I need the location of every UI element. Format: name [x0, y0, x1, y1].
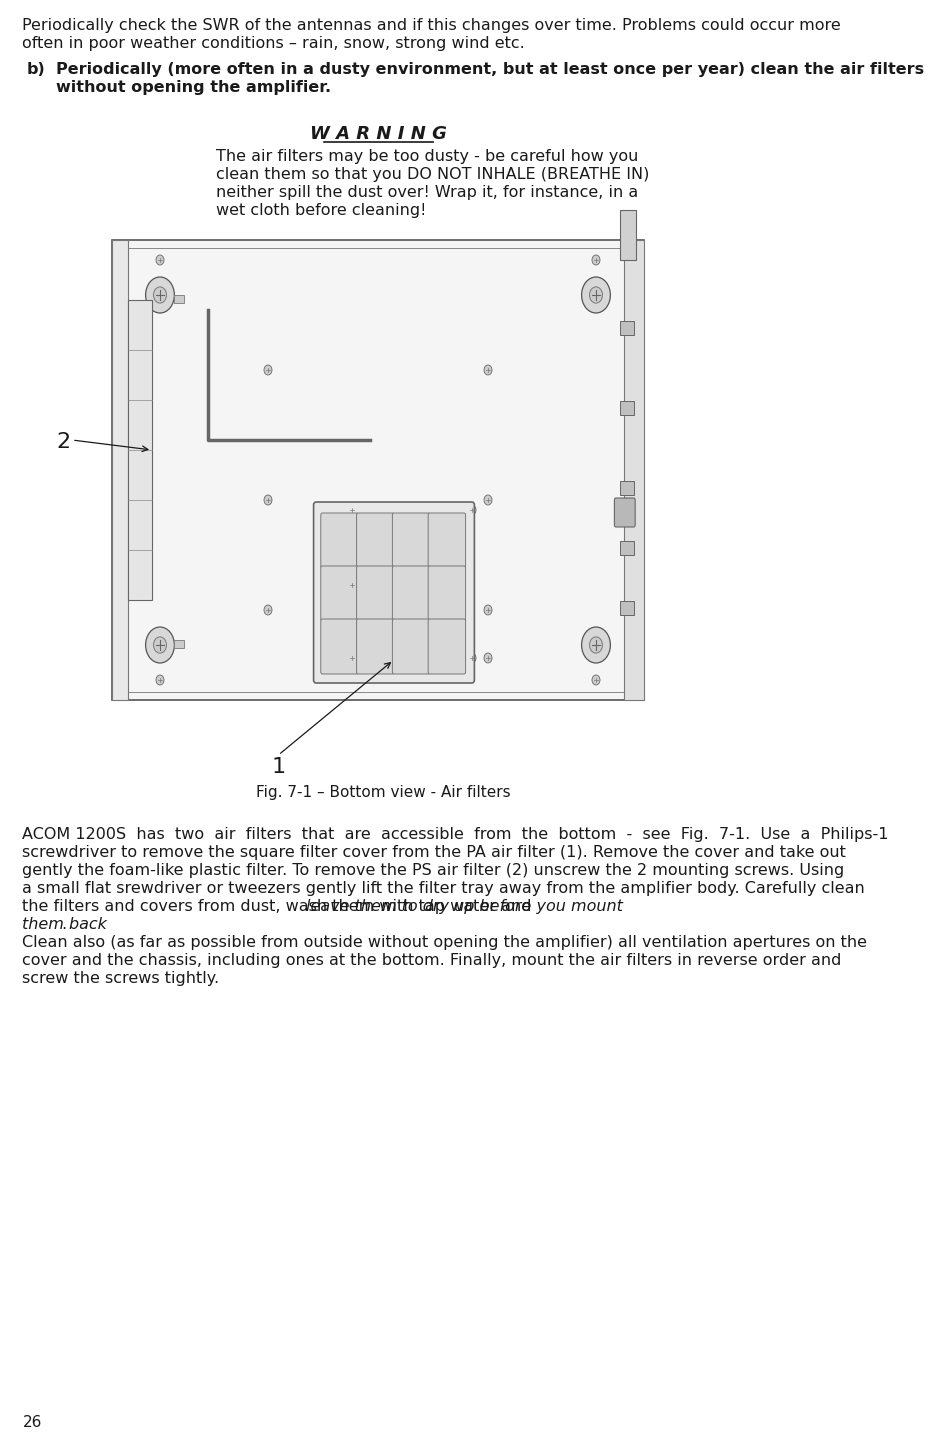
- Text: W A R N I N G: W A R N I N G: [310, 125, 447, 144]
- Text: Periodically check the SWR of the antennas and if this changes over time. Proble: Periodically check the SWR of the antenn…: [23, 17, 841, 33]
- Circle shape: [153, 637, 166, 652]
- Circle shape: [582, 277, 610, 313]
- FancyBboxPatch shape: [321, 619, 359, 674]
- FancyBboxPatch shape: [321, 566, 359, 621]
- Circle shape: [484, 494, 492, 505]
- Bar: [118, 248, 638, 692]
- FancyBboxPatch shape: [614, 497, 635, 526]
- Circle shape: [153, 287, 166, 303]
- Text: screwdriver to remove the square filter cover from the PA air filter (1). Remove: screwdriver to remove the square filter …: [23, 845, 847, 860]
- Text: without opening the amplifier.: without opening the amplifier.: [56, 80, 331, 96]
- Text: Periodically (more often in a dusty environment, but at least once per year) cle: Periodically (more often in a dusty envi…: [56, 62, 924, 77]
- Text: .: .: [61, 916, 66, 932]
- Text: clean them so that you DO NOT INHALE (BREATHE IN): clean them so that you DO NOT INHALE (BR…: [216, 167, 649, 183]
- Text: 2: 2: [56, 432, 70, 452]
- Bar: [174, 639, 184, 648]
- Text: b): b): [26, 62, 45, 77]
- Text: 1: 1: [272, 757, 286, 777]
- Circle shape: [589, 287, 603, 303]
- FancyBboxPatch shape: [321, 513, 359, 568]
- Text: wet cloth before cleaning!: wet cloth before cleaning!: [216, 203, 427, 218]
- Bar: [174, 294, 184, 303]
- Text: The air filters may be too dusty - be careful how you: The air filters may be too dusty - be ca…: [216, 149, 639, 164]
- Bar: [620, 600, 635, 615]
- Circle shape: [348, 652, 356, 663]
- Circle shape: [146, 626, 174, 663]
- Bar: [624, 241, 644, 700]
- Text: often in poor weather conditions – rain, snow, strong wind etc.: often in poor weather conditions – rain,…: [23, 36, 525, 51]
- Circle shape: [592, 255, 600, 265]
- Bar: [620, 402, 635, 415]
- Text: gently the foam-like plastic filter. To remove the PS air filter (2) unscrew the: gently the foam-like plastic filter. To …: [23, 863, 845, 879]
- Text: Clean also (as far as possible from outside without opening the amplifier) all v: Clean also (as far as possible from outs…: [23, 935, 867, 950]
- FancyBboxPatch shape: [429, 513, 465, 568]
- Bar: [620, 541, 635, 555]
- Circle shape: [484, 652, 492, 663]
- Text: Fig. 7-1 – Bottom view - Air filters: Fig. 7-1 – Bottom view - Air filters: [255, 784, 511, 800]
- Circle shape: [264, 605, 272, 615]
- Text: them back: them back: [23, 916, 107, 932]
- Circle shape: [348, 505, 356, 515]
- Text: cover and the chassis, including ones at the bottom. Finally, mount the air filt: cover and the chassis, including ones at…: [23, 953, 842, 969]
- FancyBboxPatch shape: [313, 502, 474, 683]
- Bar: [620, 210, 636, 260]
- Bar: [112, 241, 128, 700]
- FancyBboxPatch shape: [429, 619, 465, 674]
- Bar: [620, 320, 635, 335]
- Circle shape: [264, 365, 272, 376]
- Text: neither spill the dust over! Wrap it, for instance, in a: neither spill the dust over! Wrap it, fo…: [216, 186, 639, 200]
- Circle shape: [468, 652, 476, 663]
- Text: leave them to dry up before you mount: leave them to dry up before you mount: [306, 899, 622, 914]
- Bar: [620, 481, 635, 494]
- Circle shape: [156, 255, 164, 265]
- Circle shape: [468, 505, 476, 515]
- Text: 26: 26: [23, 1415, 42, 1430]
- Circle shape: [156, 676, 164, 684]
- Bar: [128, 300, 152, 600]
- Text: the filters and covers from dust, wash them with tap water and: the filters and covers from dust, wash t…: [23, 899, 537, 914]
- Text: a small flat srewdriver or tweezers gently lift the filter tray away from the am: a small flat srewdriver or tweezers gent…: [23, 882, 866, 896]
- FancyBboxPatch shape: [357, 566, 394, 621]
- FancyBboxPatch shape: [393, 513, 429, 568]
- Circle shape: [592, 676, 600, 684]
- Text: ACOM 1200S  has  two  air  filters  that  are  accessible  from  the  bottom  - : ACOM 1200S has two air filters that are …: [23, 826, 889, 842]
- FancyBboxPatch shape: [357, 513, 394, 568]
- Circle shape: [146, 277, 174, 313]
- FancyBboxPatch shape: [357, 619, 394, 674]
- Circle shape: [589, 637, 603, 652]
- Circle shape: [582, 626, 610, 663]
- Circle shape: [484, 605, 492, 615]
- Text: screw the screws tightly.: screw the screws tightly.: [23, 972, 219, 986]
- FancyBboxPatch shape: [393, 619, 429, 674]
- FancyBboxPatch shape: [393, 566, 429, 621]
- Circle shape: [484, 365, 492, 376]
- Bar: [112, 241, 644, 700]
- Circle shape: [348, 580, 356, 590]
- Circle shape: [264, 494, 272, 505]
- FancyBboxPatch shape: [429, 566, 465, 621]
